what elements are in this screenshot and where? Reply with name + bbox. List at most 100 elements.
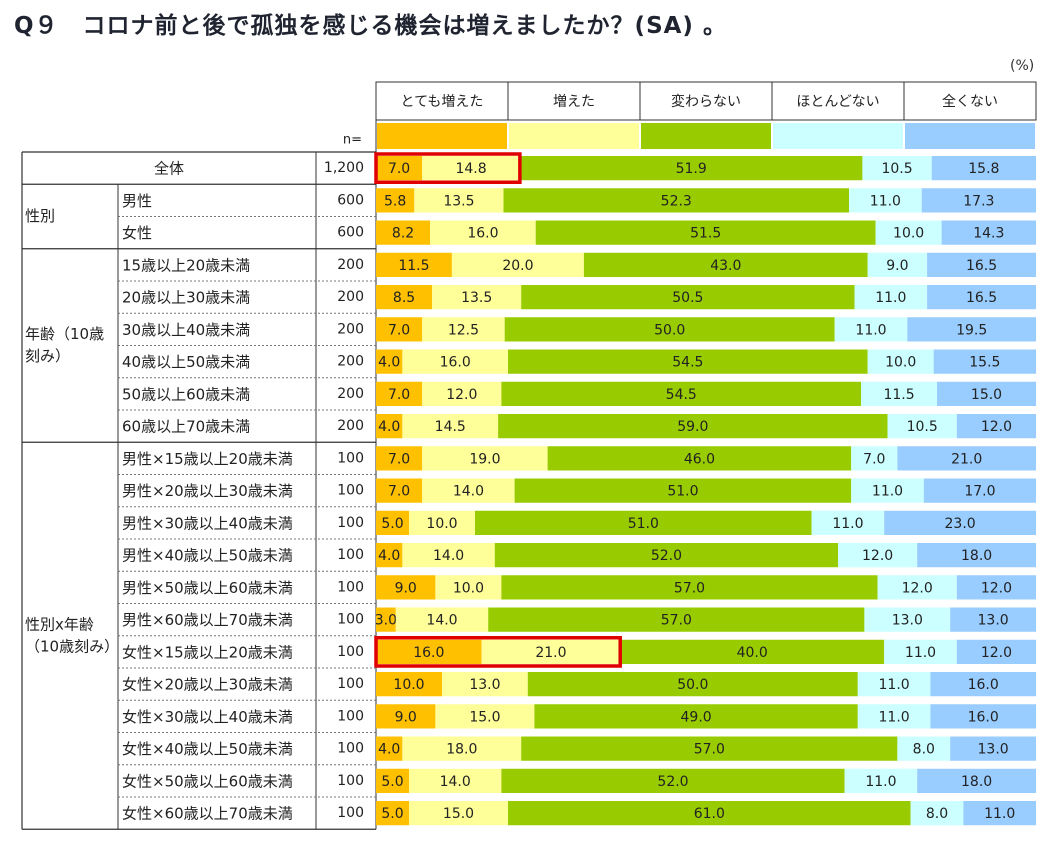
bar-segment [376, 252, 452, 277]
bar-value-label: 46.0 [684, 451, 715, 467]
bar-value-label: 12.0 [981, 645, 1012, 661]
bar-segment [451, 252, 584, 277]
row-n: 600 [337, 192, 364, 208]
bar-value-label: 10.5 [907, 419, 938, 435]
bar-segment [527, 672, 858, 697]
bar-segment [430, 220, 536, 245]
bar-segment [854, 285, 928, 310]
bar-segment [376, 543, 403, 568]
legend-swatch-1 [509, 123, 639, 149]
row-n: 100 [337, 450, 364, 466]
bar-value-label: 51.0 [628, 516, 659, 532]
row-n: 100 [337, 773, 364, 789]
bar-segment [927, 252, 1036, 277]
bar-value-label: 16.5 [966, 290, 997, 306]
bar-value-label: 7.0 [388, 161, 410, 177]
bar-value-label: 16.5 [966, 258, 997, 274]
bar-value-label: 10.0 [885, 355, 916, 371]
bar-segment [937, 381, 1036, 406]
bar-value-label: 5.0 [381, 806, 403, 822]
bar-segment [838, 543, 918, 568]
bar-value-label: 17.0 [964, 484, 995, 500]
bar-value-label: 11.5 [398, 258, 429, 274]
bar-segment [376, 639, 482, 664]
bar-value-label: 7.0 [863, 451, 885, 467]
row-n: 600 [337, 225, 364, 241]
bar-segment [376, 317, 423, 342]
bar-value-label: 14.8 [455, 161, 486, 177]
row-n: 200 [337, 418, 364, 434]
bar-segment [501, 381, 862, 406]
bar-segment [956, 414, 1036, 439]
bar-value-label: 11.0 [865, 774, 896, 790]
bar-value-label: 11.0 [872, 484, 903, 500]
row-label: 女性×15歳以上20歳未満 [122, 643, 293, 661]
row-n: 1,200 [324, 160, 364, 176]
legend-cell-0 [375, 81, 509, 121]
group-label-1: 性別 [25, 207, 55, 225]
legend-label-4: 全くない [942, 93, 998, 110]
legend-cell-3 [771, 81, 905, 121]
bar-segment [376, 349, 403, 374]
bar-segment [376, 704, 436, 729]
bar-segment [435, 575, 502, 600]
bar-segment [376, 285, 433, 310]
bar-segment [422, 478, 515, 503]
bar-segment [861, 381, 937, 406]
bar-value-label: 11.0 [855, 322, 886, 338]
row-n: 200 [337, 257, 364, 273]
bar-segment [851, 446, 898, 471]
bar-value-label: 50.5 [672, 290, 703, 306]
bar-segment [376, 510, 409, 535]
chart-title: Q９ コロナ前と後で孤独を感じる機会は増えましたか？(SA) 。 [14, 13, 727, 39]
bar-segment [921, 188, 1036, 213]
bar-value-label: 9.0 [395, 709, 417, 725]
bar-value-label: 11.0 [879, 709, 910, 725]
bar-segment [521, 736, 898, 761]
legend-swatch-0 [377, 123, 507, 149]
bar-segment [927, 285, 1036, 310]
row-label: 男性×30歳以上40歳未満 [122, 514, 293, 532]
bar-value-label: 57.0 [674, 580, 705, 596]
bar-segment [435, 704, 535, 729]
bar-value-label: 51.0 [667, 484, 698, 500]
bar-segment [834, 317, 908, 342]
bar-value-label: 54.5 [666, 387, 697, 403]
bar-segment [402, 349, 508, 374]
bar-segment [519, 156, 863, 181]
bar-segment [884, 639, 957, 664]
bar-segment [376, 736, 403, 761]
bar-segment [862, 156, 932, 181]
bar-value-label: 10.0 [426, 516, 457, 532]
bar-value-label: 12.0 [446, 387, 477, 403]
bar-value-label: 11.0 [870, 193, 901, 209]
bar-value-label: 52.0 [657, 774, 688, 790]
bar-segment [857, 672, 931, 697]
bar-segment [501, 768, 845, 793]
bar-value-label: 3.0 [375, 613, 397, 629]
bar-segment [583, 252, 868, 277]
bar-segment [503, 188, 850, 213]
bar-segment [409, 510, 475, 535]
highlight-box [374, 636, 622, 668]
bar-segment [514, 478, 852, 503]
bar-segment [956, 639, 1036, 664]
bar-segment [432, 285, 522, 310]
bar-segment [950, 736, 1036, 761]
bar-value-label: 13.5 [461, 290, 492, 306]
legend-cell-2 [639, 81, 773, 121]
bar-segment [963, 801, 1036, 826]
bar-value-label: 10.0 [893, 226, 924, 242]
bar-value-label: 14.0 [426, 613, 457, 629]
row-n: 200 [337, 354, 364, 370]
bar-value-label: 13.0 [978, 742, 1009, 758]
row-n: 100 [337, 708, 364, 724]
row-n: 200 [337, 289, 364, 305]
group-label-3-1: （10歳刻み） [25, 637, 119, 655]
bar-value-label: 8.2 [392, 226, 414, 242]
bar-segment [508, 349, 868, 374]
bar-segment [956, 575, 1036, 600]
bar-segment [442, 672, 528, 697]
bar-segment [376, 446, 423, 471]
